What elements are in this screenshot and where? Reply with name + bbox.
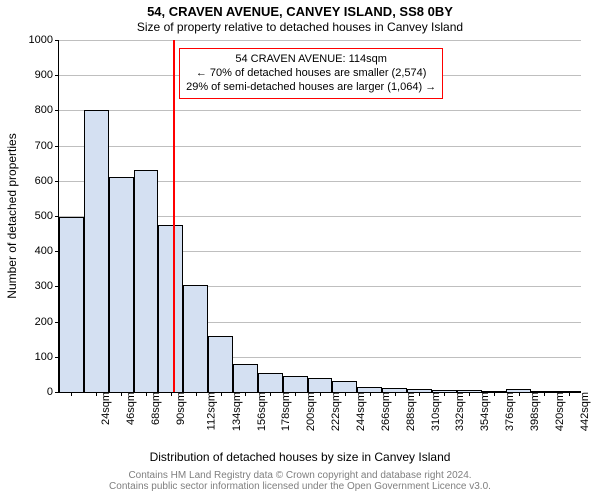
x-tick-mark	[96, 392, 97, 396]
annotation-line-2: ← 70% of detached houses are smaller (2,…	[186, 67, 436, 81]
x-tick-mark	[494, 392, 495, 396]
x-tick-mark	[320, 392, 321, 396]
y-tick-label: 800	[35, 104, 59, 116]
bar	[183, 285, 208, 392]
gridline	[59, 110, 581, 111]
x-tick-mark	[196, 392, 197, 396]
x-tick-label: 332sqm	[451, 392, 467, 431]
x-tick-label: 266sqm	[376, 392, 392, 431]
y-tick-label: 500	[35, 210, 59, 222]
annotation-line-1: 54 CRAVEN AVENUE: 114sqm	[186, 53, 436, 67]
x-tick-label: 244sqm	[351, 392, 367, 431]
x-tick-label: 200sqm	[301, 392, 317, 431]
y-tick-label: 0	[47, 386, 59, 398]
footer-line-2: Contains public sector information licen…	[0, 481, 600, 492]
x-tick-mark	[569, 392, 570, 396]
x-tick-label: 24sqm	[96, 392, 112, 425]
x-tick-mark	[419, 392, 420, 396]
y-tick-label: 300	[35, 280, 59, 292]
gridline	[59, 40, 581, 41]
x-tick-mark	[270, 392, 271, 396]
bar	[233, 364, 258, 392]
x-tick-mark	[469, 392, 470, 396]
x-tick-mark	[295, 392, 296, 396]
x-tick-label: 90sqm	[171, 392, 187, 425]
x-tick-mark	[121, 392, 122, 396]
chart-subtitle: Size of property relative to detached ho…	[0, 20, 600, 34]
bar	[208, 336, 233, 392]
y-tick-label: 600	[35, 175, 59, 187]
x-tick-label: 46sqm	[121, 392, 137, 425]
x-tick-label: 376sqm	[500, 392, 516, 431]
y-tick-label: 200	[35, 316, 59, 328]
bar	[158, 225, 183, 392]
x-tick-label: 222sqm	[326, 392, 342, 431]
bar	[283, 376, 308, 392]
x-tick-label: 112sqm	[201, 392, 217, 430]
y-tick-label: 700	[35, 140, 59, 152]
y-tick-label: 1000	[29, 34, 59, 46]
gridline	[59, 146, 581, 147]
x-tick-label: 398sqm	[525, 392, 541, 431]
footer-line-1: Contains HM Land Registry data © Crown c…	[0, 470, 600, 481]
annotation-box: 54 CRAVEN AVENUE: 114sqm← 70% of detache…	[179, 48, 443, 99]
bar	[332, 381, 357, 392]
x-tick-mark	[395, 392, 396, 396]
bar	[109, 177, 134, 392]
y-tick-label: 100	[35, 351, 59, 363]
bar	[84, 110, 109, 392]
bar	[308, 378, 333, 392]
x-tick-mark	[544, 392, 545, 396]
x-tick-label: 420sqm	[550, 392, 566, 431]
y-tick-label: 400	[35, 245, 59, 257]
x-tick-mark	[221, 392, 222, 396]
x-tick-label: 134sqm	[227, 392, 243, 431]
x-tick-label: 310sqm	[426, 392, 442, 431]
plot-area: 0100200300400500600700800900100024sqm46s…	[58, 40, 581, 393]
x-tick-label: 288sqm	[401, 392, 417, 431]
annotation-line-3: 29% of semi-detached houses are larger (…	[186, 81, 436, 95]
x-tick-label: 442sqm	[575, 392, 591, 431]
x-tick-label: 156sqm	[252, 392, 268, 431]
x-tick-mark	[370, 392, 371, 396]
footer-credits: Contains HM Land Registry data © Crown c…	[0, 470, 600, 492]
x-tick-mark	[146, 392, 147, 396]
y-axis-label: Number of detached properties	[5, 40, 19, 392]
x-tick-label: 178sqm	[277, 392, 293, 431]
chart-title: 54, CRAVEN AVENUE, CANVEY ISLAND, SS8 0B…	[0, 4, 600, 19]
y-tick-label: 900	[35, 69, 59, 81]
property-size-chart: 54, CRAVEN AVENUE, CANVEY ISLAND, SS8 0B…	[0, 0, 600, 500]
x-tick-label: 68sqm	[146, 392, 162, 425]
bar	[59, 217, 84, 392]
x-tick-mark	[171, 392, 172, 396]
x-tick-label: 354sqm	[475, 392, 491, 431]
x-tick-mark	[519, 392, 520, 396]
x-axis-label: Distribution of detached houses by size …	[0, 450, 600, 464]
bar	[258, 373, 283, 392]
reference-line	[173, 40, 175, 392]
x-tick-mark	[71, 392, 72, 396]
bar	[134, 170, 159, 392]
x-tick-mark	[345, 392, 346, 396]
x-tick-mark	[245, 392, 246, 396]
x-tick-mark	[444, 392, 445, 396]
